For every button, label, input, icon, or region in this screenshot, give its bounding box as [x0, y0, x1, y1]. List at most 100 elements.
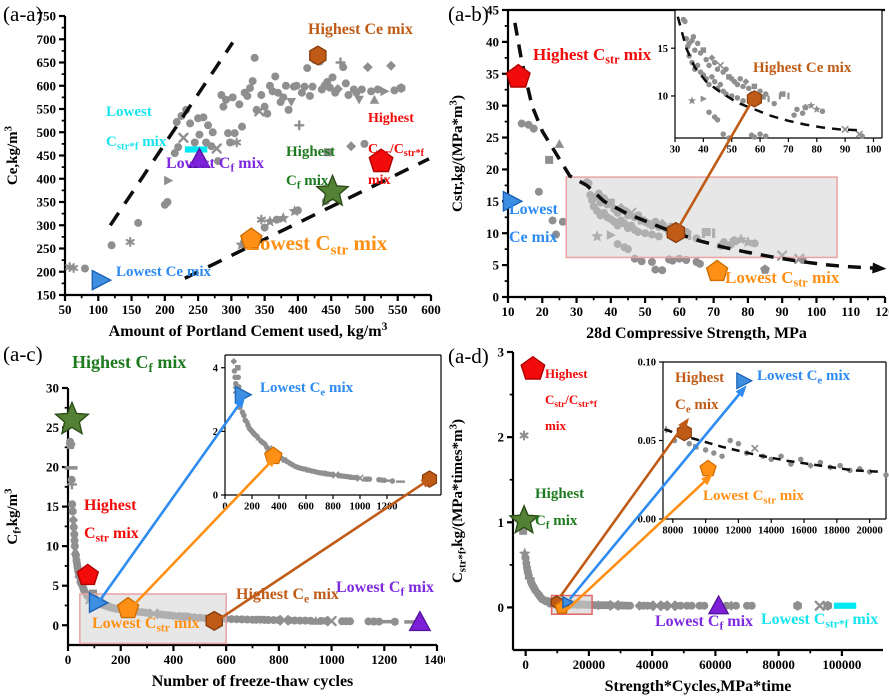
chart-text: 550 — [388, 302, 408, 317]
chart-text: 60000 — [699, 657, 732, 672]
chart-text: Cstr*f,kg/(MPa*times*m3) — [447, 419, 468, 583]
chart-text: 300 — [37, 218, 57, 233]
chart-text: Cf,kg/m3 — [2, 488, 23, 545]
chart-text: 12000 — [725, 526, 751, 537]
chart-text: 10 — [486, 226, 499, 241]
chart-text: 1200 — [371, 652, 397, 667]
chart-text: 2 — [213, 427, 218, 438]
chart-text: Lowest Cstr mix — [92, 615, 200, 635]
chart-text: 30 — [486, 98, 499, 113]
highlight-markers — [91, 45, 394, 291]
chart-text: 200 — [155, 302, 175, 317]
chart-text: Cstr*f mix — [106, 134, 167, 152]
chart-text: 10000 — [693, 526, 719, 537]
chart-text: Lowest Cstr*f mix — [761, 611, 878, 631]
chart-text: Ce mix — [509, 229, 557, 246]
chart-text: 0 — [522, 657, 529, 672]
chart-text: 0.05 — [638, 436, 656, 447]
chart-text: 40 — [486, 34, 499, 49]
chart-text: 400 — [164, 652, 184, 667]
chart-text: Highest — [368, 111, 414, 126]
chart-text: Lowest Ce mix — [757, 368, 851, 386]
chart-text: 30 — [570, 304, 583, 319]
chart-text: Cstr mix — [84, 525, 139, 545]
chart-text: 10 — [658, 92, 669, 103]
chart-text: 25 — [46, 420, 60, 435]
panel-tag-a-b: (a-b) — [448, 2, 489, 26]
chart-text: 20 — [536, 304, 549, 319]
chart-text: 40 — [698, 145, 709, 156]
chart-text: Lowest Cstr mix — [725, 268, 840, 290]
panel-tag-a-a: (a-a) — [3, 2, 43, 26]
chart-text: 350 — [255, 302, 275, 317]
chart-text: 45 — [486, 3, 500, 18]
chart-text: Cstr/Cstr*f — [545, 392, 598, 410]
chart-text: 16000 — [791, 526, 817, 537]
chart-text: 200 — [244, 502, 260, 513]
chart-text: 800 — [325, 502, 341, 513]
chart-text: Lowest — [509, 201, 559, 218]
chart-text: 100 — [807, 304, 827, 319]
chart-text: 0.00 — [638, 515, 656, 526]
chart-text: 0 — [65, 652, 72, 667]
chart-text: 1000 — [319, 652, 345, 667]
chart-text: 500 — [355, 302, 375, 317]
chart-text: 50 — [639, 304, 652, 319]
chart-text: 60 — [673, 304, 686, 319]
chart-text: Highest — [84, 497, 137, 514]
chart-text: mix — [368, 173, 391, 188]
chart-text: 40000 — [636, 657, 669, 672]
chart-text: 5 — [53, 578, 60, 593]
chart-text: 110 — [841, 304, 860, 319]
chart-text: 650 — [37, 55, 57, 70]
chart-text: Lowest Ce mix — [260, 380, 354, 398]
chart-text: Highest Cstr mix — [533, 45, 652, 67]
chart-text: Highest — [535, 486, 584, 502]
chart-text: 0 — [53, 618, 60, 633]
chart-text: 30 — [670, 145, 681, 156]
chart-text: 150 — [122, 302, 142, 317]
chart-panel-a-c: 0200400600800100012001400051015202530Num… — [2, 352, 445, 690]
chart-panel-a-a: 50 100 150 200 250 300 350 400 450 500 550 600 150 20… — [2, 9, 440, 340]
chart-text: Highest Ce mix — [308, 21, 413, 38]
chart-text: 200 — [37, 264, 57, 279]
chart-text: Highest Cf mix — [72, 352, 186, 375]
chart-text: 600 — [216, 652, 236, 667]
chart-text: 25 — [486, 130, 500, 145]
chart-text: 0 — [493, 290, 500, 305]
chart-text: 450 — [37, 148, 57, 163]
chart-text: 3 — [498, 345, 505, 360]
panel-tag-a-d: (a-d) — [448, 344, 489, 368]
chart-text: 0.10 — [638, 358, 656, 369]
chart-text: 8000 — [662, 526, 683, 537]
chart-text: 600 — [298, 502, 314, 513]
chart-text: 0 — [222, 502, 227, 513]
chart-text: Cf mix — [286, 173, 329, 191]
chart-text: Lowest Cstr mix — [703, 488, 804, 506]
chart-text: 20 — [46, 460, 59, 475]
chart-text: 550 — [37, 102, 57, 117]
chart-text: 150 — [37, 288, 57, 303]
chart-text: 300 — [222, 302, 242, 317]
chart-text: 15 — [486, 194, 500, 209]
chart-text: 70 — [707, 304, 720, 319]
chart-text: 15 — [46, 499, 60, 514]
chart-text: 50 — [59, 302, 72, 317]
inset-plot: 020040060080010001200024 — [213, 354, 442, 513]
chart-text: 700 — [37, 32, 57, 47]
chart-text: 60 — [755, 145, 766, 156]
chart-text: 14000 — [758, 526, 784, 537]
chart-text: 450 — [321, 302, 341, 317]
chart-text: Highest Ce mix — [236, 586, 339, 606]
chart-text: Number of freeze-thaw cycles — [152, 673, 354, 690]
chart-text: 0 — [498, 600, 505, 615]
chart-text: 70 — [783, 145, 794, 156]
chart-text: 30 — [46, 381, 59, 396]
panel-tag-a-c: (a-c) — [3, 342, 43, 366]
chart-text: Lowest Cf mix — [655, 613, 753, 633]
chart-text: 80 — [812, 145, 823, 156]
chart-text: Amount of Portland Cement used, kg/m3 — [109, 321, 388, 340]
chart-text: 4 — [213, 363, 219, 374]
chart-text: Highest — [545, 366, 588, 381]
highlight-markers — [502, 63, 729, 282]
